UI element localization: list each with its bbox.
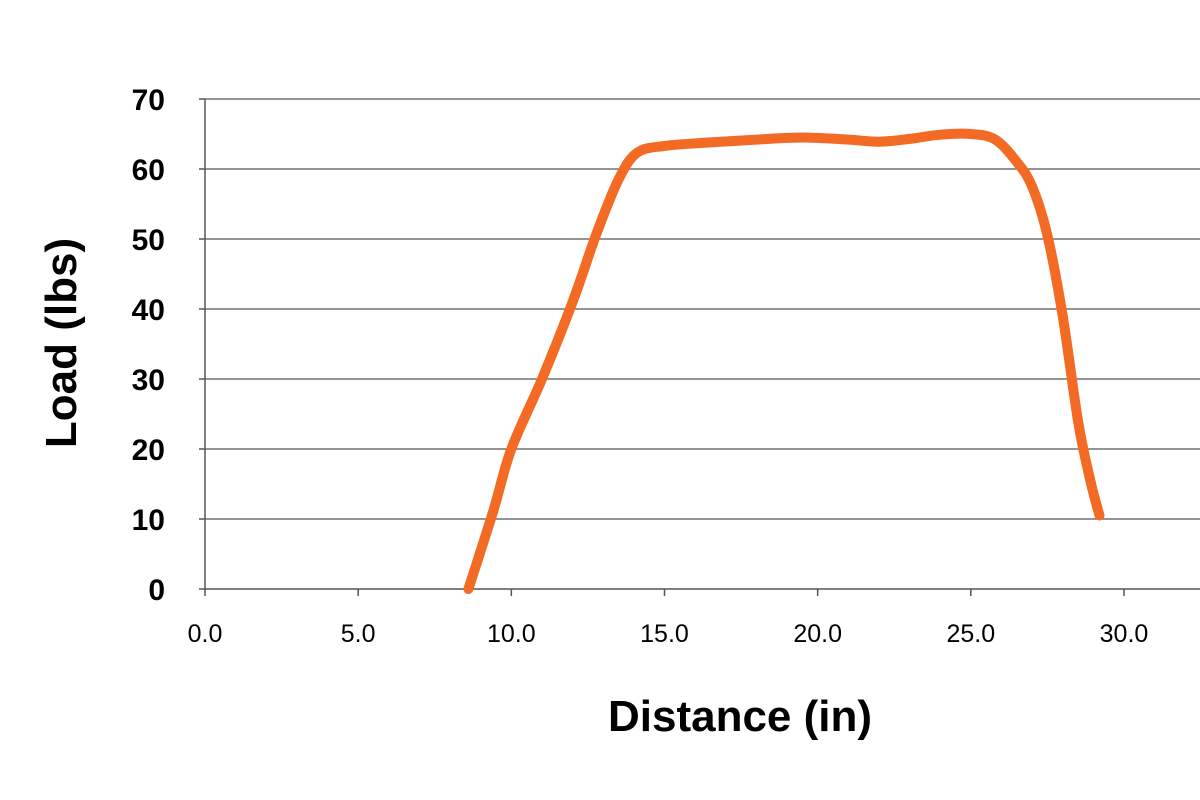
x-tick-label: 30.0 — [1100, 620, 1149, 648]
x-tick-label: 20.0 — [793, 620, 842, 648]
x-tick-label: 5.0 — [341, 620, 376, 648]
x-tick-label: 15.0 — [640, 620, 689, 648]
series-line-0 — [463, 128, 1105, 594]
y-tick-label: 0 — [148, 574, 165, 607]
y-tick-label: 10 — [132, 504, 165, 537]
x-tick-label: 25.0 — [946, 620, 995, 648]
gridlines — [205, 98, 1200, 520]
y-tick-label: 50 — [132, 224, 165, 257]
y-tick-label: 70 — [132, 84, 165, 117]
x-axis-title: Distance (in) — [608, 692, 872, 741]
series-layer — [463, 128, 1105, 594]
tick-labels: 0 10 20 30 40 50 60 70 0.0 5.0 10.0 15.0 20.0 25.0 30.… — [132, 84, 1149, 648]
y-tick-label: 30 — [132, 364, 165, 397]
y-tick-label: 20 — [132, 434, 165, 467]
y-tick-label: 60 — [132, 154, 165, 187]
axes — [199, 98, 1200, 596]
y-tick-label: 40 — [132, 294, 165, 327]
x-tick-label: 10.0 — [487, 620, 536, 648]
y-axis-title: Load (lbs) — [37, 238, 86, 448]
x-tick-label: 0.0 — [188, 620, 223, 648]
